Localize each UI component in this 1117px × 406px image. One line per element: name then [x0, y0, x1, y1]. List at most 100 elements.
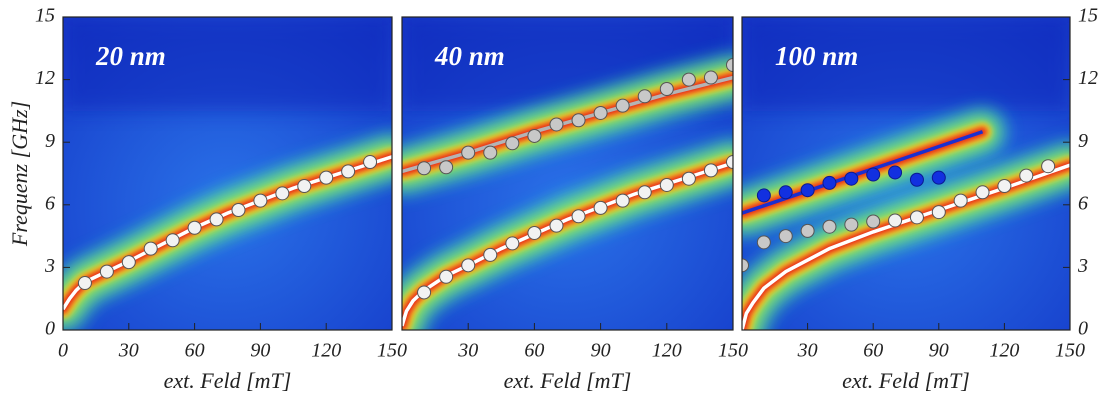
- data-point: [659, 81, 674, 96]
- data-point: [703, 70, 718, 85]
- x-tick-label: 60: [185, 340, 205, 362]
- data-point: [143, 241, 158, 256]
- data-point: [888, 165, 903, 180]
- x-tick-label: 150: [718, 340, 748, 362]
- data-point: [187, 220, 202, 235]
- heatmap-dark: [742, 17, 1070, 111]
- x-axis-label: ext. Feld [mT]: [164, 368, 292, 393]
- data-point: [800, 223, 815, 238]
- panel-title: 40 nm: [434, 41, 505, 71]
- data-point: [209, 212, 224, 227]
- panel-frame: [401, 16, 734, 331]
- data-point: [505, 236, 520, 251]
- data-point: [461, 145, 476, 160]
- panel: [63, 17, 392, 330]
- data-point: [527, 128, 542, 143]
- data-point: [275, 186, 290, 201]
- panel-frame: [741, 16, 1071, 331]
- data-point: [975, 185, 990, 200]
- data-point: [593, 200, 608, 215]
- data-point: [844, 217, 859, 232]
- data-point: [483, 247, 498, 262]
- data-point: [681, 171, 696, 186]
- data-point: [742, 258, 749, 273]
- data-point: [659, 177, 674, 192]
- x-tick-label: 60: [524, 340, 544, 362]
- y-tick-label: 12: [1078, 67, 1098, 89]
- data-point: [417, 285, 432, 300]
- x-tick-label: 90: [929, 340, 949, 362]
- data-point: [341, 164, 356, 179]
- data-point: [549, 218, 564, 233]
- y-tick-label: 6: [45, 192, 55, 214]
- panel: [742, 17, 1070, 330]
- data-point: [99, 264, 114, 279]
- data-point: [571, 113, 586, 128]
- x-tick-label: 150: [1055, 340, 1085, 362]
- data-point: [778, 229, 793, 244]
- data-point: [756, 188, 771, 203]
- data-point: [637, 89, 652, 104]
- y-tick-label: 15: [1078, 5, 1098, 27]
- data-point: [756, 235, 771, 250]
- x-axis-label: ext. Feld [mT]: [842, 368, 970, 393]
- data-point: [439, 269, 454, 284]
- data-point: [461, 258, 476, 273]
- data-point: [615, 193, 630, 208]
- data-point: [703, 163, 718, 178]
- heatmap-dark: [63, 17, 392, 111]
- panel-title: 100 nm: [775, 41, 858, 71]
- x-tick-label: 90: [250, 340, 270, 362]
- fit-line: [402, 75, 733, 174]
- x-tick-label: 60: [863, 340, 883, 362]
- panel: [402, 17, 733, 330]
- data-point: [165, 233, 180, 248]
- data-point: [1019, 168, 1034, 183]
- y-tick-label: 9: [45, 130, 55, 152]
- x-tick-label: 120: [989, 340, 1019, 362]
- x-tick-label: 150: [377, 340, 407, 362]
- data-point: [417, 161, 432, 176]
- data-point: [726, 155, 733, 170]
- x-tick-label: 30: [118, 340, 139, 362]
- data-point: [319, 170, 334, 185]
- data-point: [77, 276, 92, 291]
- data-point: [121, 255, 136, 270]
- x-tick-label: 90: [591, 340, 611, 362]
- data-point: [571, 209, 586, 224]
- data-point: [888, 213, 903, 228]
- data-point: [866, 167, 881, 182]
- x-tick-label: 120: [311, 340, 341, 362]
- fit-line: [742, 163, 1070, 330]
- data-point: [800, 183, 815, 198]
- data-point: [822, 175, 837, 190]
- y-tick-label: 0: [1078, 318, 1088, 340]
- data-point: [681, 72, 696, 87]
- data-point: [615, 98, 630, 113]
- data-point: [637, 185, 652, 200]
- y-tick-label: 12: [35, 67, 55, 89]
- fit-line: [742, 130, 984, 215]
- x-axis-label: ext. Feld [mT]: [504, 368, 632, 393]
- y-tick-label: 9: [1078, 130, 1088, 152]
- data-point: [931, 170, 946, 185]
- data-point: [844, 171, 859, 186]
- data-point: [909, 172, 924, 187]
- data-point: [726, 57, 733, 72]
- y-tick-label: 6: [1078, 192, 1088, 214]
- data-point: [997, 179, 1012, 194]
- data-point: [778, 185, 793, 200]
- data-point: [297, 179, 312, 194]
- data-point: [363, 155, 378, 170]
- data-point: [866, 214, 881, 229]
- x-tick-label: 0: [58, 340, 68, 362]
- data-point: [231, 203, 246, 218]
- panel-title: 20 nm: [95, 41, 166, 71]
- data-point: [505, 136, 520, 151]
- x-tick-label: 30: [797, 340, 818, 362]
- data-point: [439, 160, 454, 175]
- data-point: [909, 210, 924, 225]
- data-point: [527, 225, 542, 240]
- data-point: [253, 193, 268, 208]
